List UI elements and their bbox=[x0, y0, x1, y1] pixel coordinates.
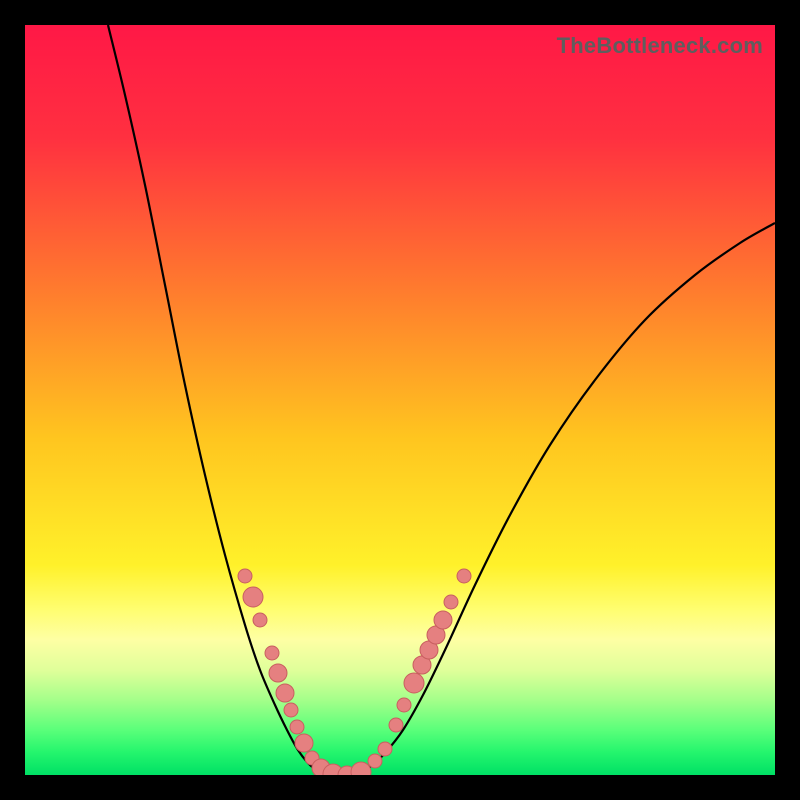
marker-point bbox=[290, 720, 304, 734]
marker-point bbox=[243, 587, 263, 607]
marker-point bbox=[265, 646, 279, 660]
curve-left bbox=[108, 25, 341, 775]
marker-point bbox=[444, 595, 458, 609]
marker-point bbox=[269, 664, 287, 682]
watermark-text: TheBottleneck.com bbox=[557, 33, 763, 59]
marker-point bbox=[368, 754, 382, 768]
marker-point bbox=[238, 569, 252, 583]
markers-group bbox=[238, 569, 471, 775]
marker-point bbox=[295, 734, 313, 752]
marker-point bbox=[351, 762, 371, 775]
marker-point bbox=[284, 703, 298, 717]
marker-point bbox=[378, 742, 392, 756]
marker-point bbox=[389, 718, 403, 732]
marker-point bbox=[457, 569, 471, 583]
curve-right bbox=[341, 223, 775, 775]
marker-point bbox=[404, 673, 424, 693]
curves-layer bbox=[25, 25, 775, 775]
marker-point bbox=[276, 684, 294, 702]
marker-point bbox=[397, 698, 411, 712]
chart-frame: TheBottleneck.com bbox=[0, 0, 800, 800]
marker-point bbox=[253, 613, 267, 627]
marker-point bbox=[434, 611, 452, 629]
plot-area: TheBottleneck.com bbox=[25, 25, 775, 775]
